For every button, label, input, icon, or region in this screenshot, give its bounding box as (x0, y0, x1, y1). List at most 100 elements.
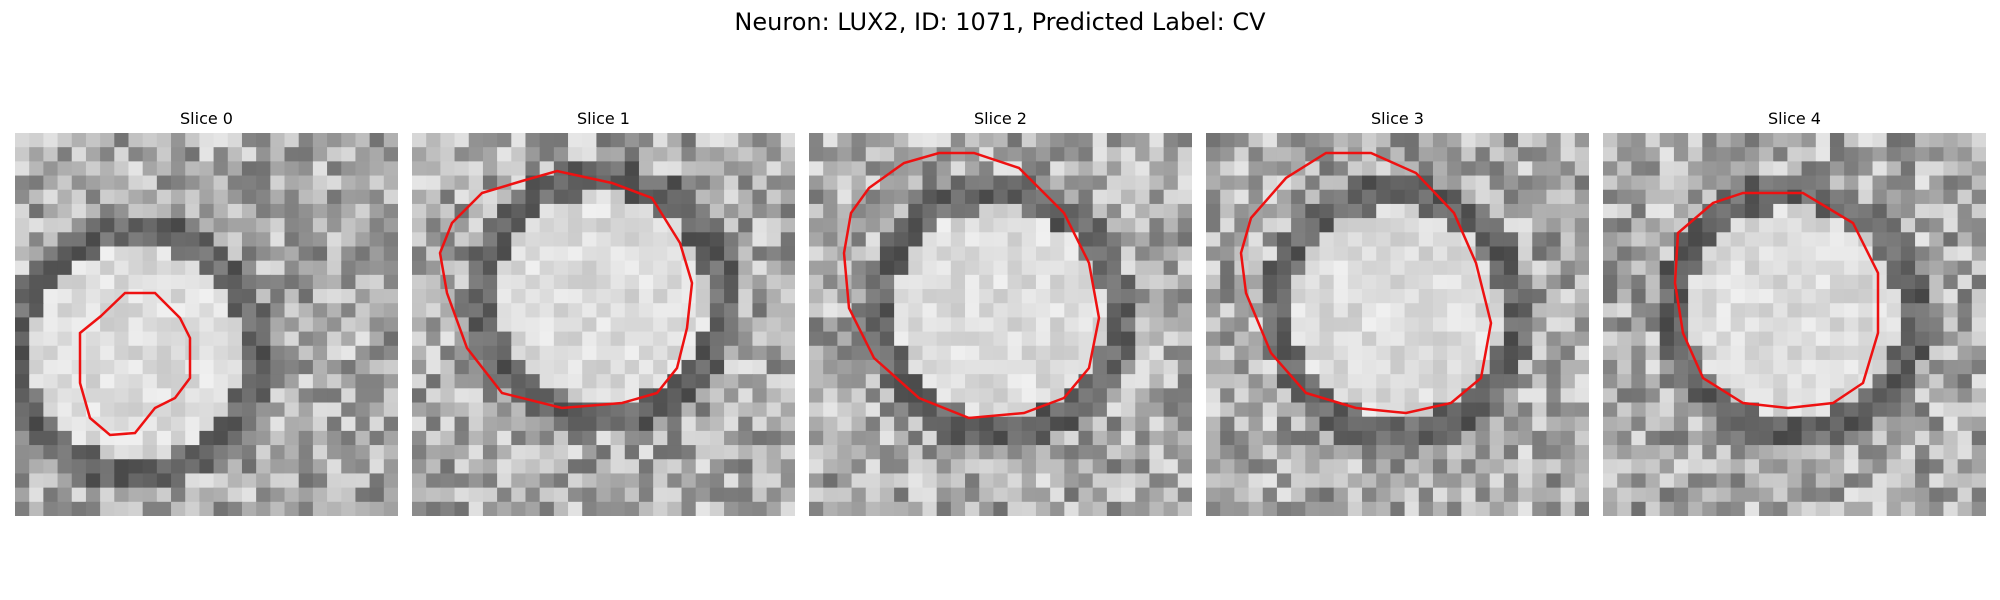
pixel-cell (156, 260, 172, 276)
pixel-cell (1730, 487, 1746, 503)
pixel-cell (1546, 345, 1562, 361)
pixel-cell (1645, 133, 1661, 148)
pixel-cell (879, 260, 895, 276)
pixel-cell (1390, 487, 1406, 503)
pixel-cell (965, 147, 980, 162)
pixel-cell (1801, 317, 1817, 333)
pixel-cell (1347, 289, 1363, 304)
pixel-cell (1546, 133, 1562, 148)
pixel-cell (1305, 274, 1321, 290)
pixel-cell (979, 260, 995, 276)
pixel-cell (1560, 317, 1576, 333)
pixel-cell (1390, 331, 1406, 347)
pixel-cell (738, 232, 754, 248)
pixel-cell (950, 232, 966, 248)
pixel-cell (57, 359, 73, 375)
pixel-cell (1432, 232, 1448, 248)
pixel-cell (156, 501, 172, 516)
pixel-cell (1220, 232, 1235, 248)
pixel-cell (1915, 445, 1930, 460)
pixel-cell (1418, 232, 1434, 248)
pixel-cell (1773, 303, 1789, 319)
pixel-cell (1503, 459, 1519, 475)
pixel-cell (610, 416, 626, 432)
pixel-cell (837, 203, 853, 219)
pixel-cell (1759, 388, 1774, 404)
pixel-cell (865, 445, 881, 460)
pixel-cell (241, 359, 257, 375)
pixel-cell (1631, 189, 1647, 205)
pixel-cell (142, 175, 158, 191)
pixel-cell (993, 459, 1009, 475)
pixel-cell (1404, 345, 1420, 361)
pixel-cell (1149, 175, 1165, 191)
pixel-cell (1702, 473, 1718, 489)
pixel-cell (1829, 274, 1845, 290)
pixel-cell (298, 345, 314, 361)
pixel-cell (1844, 487, 1859, 503)
pixel-cell (213, 218, 229, 233)
pixel-cell (454, 402, 470, 418)
pixel-cell (809, 274, 824, 290)
pixel-cell (1900, 374, 1916, 389)
pixel-cell (936, 345, 952, 361)
pixel-cell (1659, 317, 1675, 333)
pixel-cell (1106, 303, 1122, 319)
pixel-cell (1943, 473, 1959, 489)
pixel-cell (327, 317, 342, 333)
pixel-cell (511, 487, 527, 503)
pixel-cell (766, 303, 782, 319)
pixel-cell (85, 317, 101, 333)
pixel-cell (1900, 459, 1916, 475)
pixel-cell (1759, 445, 1774, 460)
pixel-cell (695, 218, 711, 233)
pixel-cell (1404, 232, 1420, 248)
pixel-cell (653, 274, 668, 290)
pixel-cell (440, 430, 456, 446)
pixel-cell (171, 161, 186, 177)
pixel-cell (1475, 487, 1491, 503)
pixel-cell (468, 317, 484, 333)
pixel-cell (553, 133, 569, 148)
pixel-cell (525, 161, 541, 177)
pixel-cell (1631, 303, 1647, 319)
pixel-cell (1319, 289, 1335, 304)
pixel-cell (1447, 331, 1462, 347)
pixel-cell (298, 359, 314, 375)
pixel-cell (1971, 175, 1986, 191)
pixel-cell (1829, 402, 1845, 418)
pixel-cell (780, 473, 795, 489)
pixel-cell (1347, 189, 1363, 205)
pixel-cell (1092, 161, 1108, 177)
pixel-cell (1106, 232, 1122, 248)
pixel-cell (738, 345, 754, 361)
pixel-cell (1503, 289, 1519, 304)
pixel-cell (752, 147, 768, 162)
pixel-cell (185, 218, 201, 233)
pixel-cell (1659, 459, 1675, 475)
pixel-cell (114, 203, 130, 219)
pixel-cell (582, 317, 598, 333)
pixel-cell (1858, 430, 1874, 446)
pixel-cell (1333, 487, 1349, 503)
pixel-cell (1532, 175, 1548, 191)
pixel-cell (369, 501, 385, 516)
pixel-cell (638, 246, 654, 262)
pixel-cell (1631, 359, 1647, 375)
pixel-cell (1716, 260, 1732, 276)
pixel-cell (596, 331, 612, 347)
pixel-cell (454, 501, 470, 516)
pixel-cell (227, 246, 243, 262)
pixel-cell (1645, 374, 1661, 389)
pixel-cell (695, 203, 711, 219)
pixel-cell (1092, 246, 1108, 262)
pixel-cell (482, 175, 498, 191)
pixel-cell (383, 246, 398, 262)
pixel-cell (950, 388, 966, 404)
pixel-cell (1815, 303, 1831, 319)
pixel-cell (1035, 416, 1051, 432)
pixel-cell (1574, 430, 1589, 446)
pixel-cell (894, 459, 909, 475)
pixel-cell (284, 345, 300, 361)
pixel-cell (312, 331, 328, 347)
